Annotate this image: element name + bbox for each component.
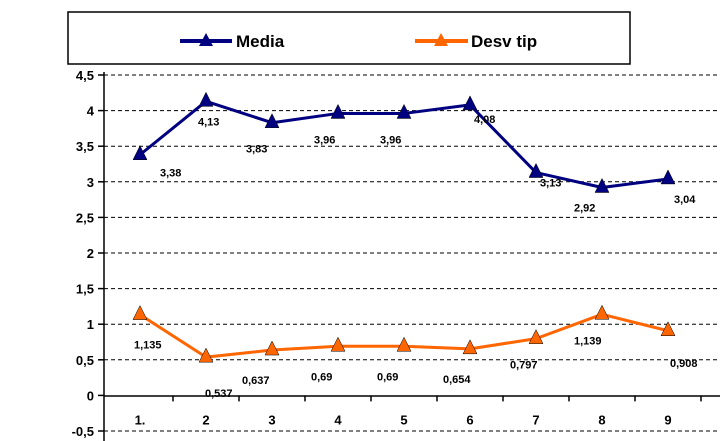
y-tick-label: 0,5 (76, 353, 94, 368)
gridlines (98, 74, 720, 432)
marker-media (594, 177, 610, 193)
data-label-media: 3,96 (380, 134, 401, 146)
y-tick-label: 2,5 (76, 210, 94, 225)
marker-media (396, 103, 412, 119)
data-label-desv-tip: 0,908 (670, 358, 698, 370)
y-tick-label: 2 (87, 246, 94, 261)
data-label-media: 3,38 (160, 168, 181, 180)
series-markers (132, 91, 676, 363)
marker-desv-tip (396, 336, 412, 352)
legend: Media Desv tip (67, 11, 631, 65)
x-tick-label: 5 (400, 412, 407, 427)
marker-desv-tip (594, 304, 610, 320)
marker-desv-tip (198, 347, 214, 363)
data-label-media: 3,96 (314, 134, 335, 146)
x-tick-label: 2 (202, 412, 209, 427)
x-tick-label: 3 (268, 412, 275, 427)
marker-desv-tip (660, 321, 676, 336)
y-tick-label: -0,5 (72, 424, 94, 439)
x-tick-label: 7 (532, 412, 539, 427)
x-tick-label: 1. (135, 412, 146, 427)
marker-media (462, 95, 478, 111)
data-label-media: 3,83 (246, 144, 267, 156)
y-tick-labels: 4,5 4 3,5 3 2,5 2 1,5 1 0,5 0 -0,5 (72, 68, 95, 439)
legend-marker-desv-tip (434, 33, 448, 46)
data-label-media: 2,92 (574, 202, 595, 214)
y-tick-label: 4,5 (76, 68, 94, 83)
data-label-media: 3,13 (540, 178, 561, 190)
data-label-desv-tip: 0,797 (510, 360, 538, 372)
axes (103, 72, 720, 441)
y-tick-label: 0 (87, 388, 94, 403)
marker-desv-tip (264, 340, 280, 356)
y-tick-label: 1,5 (76, 282, 94, 297)
legend-label-media: Media (236, 32, 285, 51)
series-lines (139, 99, 669, 359)
marker-media (528, 162, 544, 178)
marker-desv-tip (528, 329, 544, 344)
data-label-desv-tip: 1,135 (134, 340, 162, 352)
marker-media (198, 91, 214, 107)
x-tick-label: 4 (334, 412, 342, 427)
marker-desv-tip (132, 305, 148, 320)
legend-label-desv-tip: Desv tip (471, 32, 537, 51)
x-tick-labels: 1. 2 3 4 5 6 7 8 9 (135, 412, 672, 427)
y-tick-label: 4 (87, 104, 95, 119)
marker-desv-tip (330, 336, 346, 352)
marker-media (132, 145, 148, 160)
data-label-media: 3,04 (674, 194, 696, 206)
data-labels: 3,38 4,13 3,83 3,96 3,96 4,08 3,13 2,92 3,04 1,13… (134, 114, 698, 400)
y-tick-label: 3 (87, 175, 94, 190)
x-tick-label: 8 (598, 412, 605, 427)
y-tick-label: 1 (87, 317, 94, 332)
x-tick-label: 6 (466, 412, 473, 427)
legend-marker-media (199, 33, 213, 46)
data-label-media: 4,08 (474, 114, 495, 126)
marker-media (264, 113, 280, 128)
data-label-desv-tip: 0,69 (311, 371, 332, 383)
marker-desv-tip (462, 339, 478, 355)
data-label-desv-tip: 0,637 (242, 375, 270, 387)
data-label-desv-tip: 0,537 (205, 388, 233, 400)
data-label-desv-tip: 1,139 (574, 335, 602, 347)
data-label-media: 4,13 (198, 116, 219, 128)
y-tick-label: 3,5 (76, 139, 94, 154)
marker-media (330, 103, 346, 119)
x-tick-label: 9 (664, 412, 671, 427)
data-label-desv-tip: 0,654 (443, 374, 471, 386)
marker-media (660, 169, 676, 185)
data-label-desv-tip: 0,69 (377, 371, 398, 383)
